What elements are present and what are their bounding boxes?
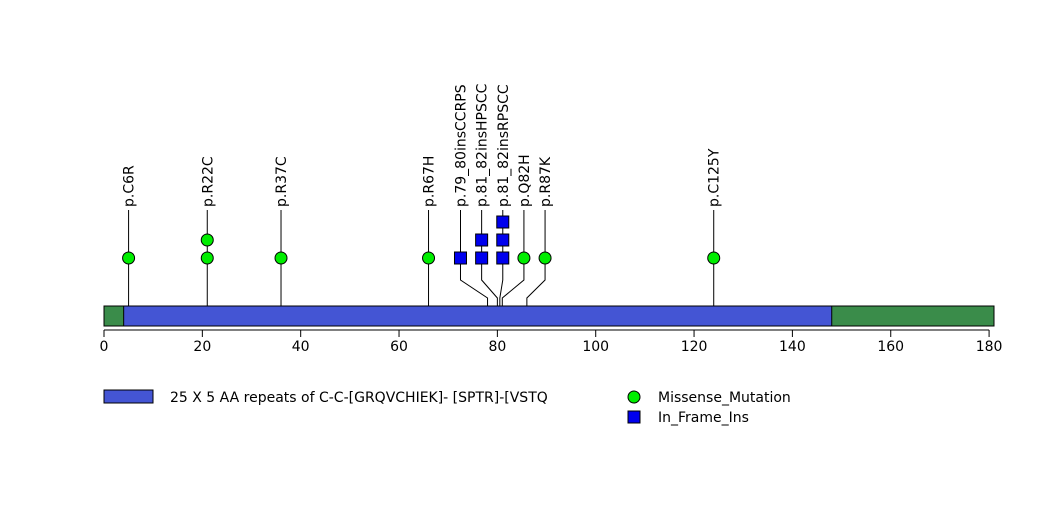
legend-in-frame-ins-symbol <box>627 410 641 424</box>
in-frame-ins-marker <box>496 251 510 265</box>
x-tick-label: 60 <box>390 339 408 355</box>
missense-marker <box>538 251 552 265</box>
missense-marker <box>274 251 288 265</box>
x-tick-label: 100 <box>582 339 609 355</box>
legend-domain-swatch <box>103 389 154 404</box>
legend-missense-symbol <box>627 390 641 404</box>
legend-entry-label: In_Frame_Ins <box>658 410 749 426</box>
mutation-label: p.81_82insRPSCC <box>496 84 512 207</box>
legend: 25 X 5 AA repeats of C-C-[GRQVCHIEK]- [S… <box>103 389 791 426</box>
missense-marker <box>200 233 214 247</box>
in-frame-ins-marker <box>496 233 510 247</box>
mutation-stem <box>501 258 525 306</box>
domain-repeats <box>123 305 833 327</box>
x-tick-label: 40 <box>292 339 310 355</box>
in-frame-ins-marker <box>496 215 510 229</box>
legend-entry-label: Missense_Mutation <box>658 390 791 406</box>
x-tick-label: 160 <box>877 339 904 355</box>
x-tick-label: 120 <box>681 339 708 355</box>
x-tick-label: 80 <box>488 339 506 355</box>
mutation-stem <box>459 258 489 306</box>
mutation-stem <box>499 222 504 306</box>
in-frame-ins-marker <box>475 251 489 265</box>
x-tick-label: 140 <box>779 339 806 355</box>
legend-domain-label: 25 X 5 AA repeats of C-C-[GRQVCHIEK]- [S… <box>170 390 548 406</box>
missense-marker <box>200 251 214 265</box>
mutation-label: p.79_80insCCRPS <box>453 84 469 207</box>
mutation-label: p.R67H <box>422 156 438 207</box>
x-tick-label: 0 <box>100 339 109 355</box>
mutation-label: p.Q82H <box>517 154 533 207</box>
mutation-label: p.C125Y <box>707 148 723 207</box>
x-axis: 0 20 40 60 80 100 120 140 160 180 <box>100 329 1003 355</box>
in-frame-ins-marker <box>475 233 489 247</box>
mutation-label: p.R37C <box>274 156 290 207</box>
mutation-label: p.R87K <box>538 156 554 207</box>
missense-marker <box>517 251 531 265</box>
missense-marker <box>707 251 721 265</box>
in-frame-ins-marker <box>453 251 467 265</box>
missense-marker <box>122 251 136 265</box>
x-tick-label: 20 <box>193 339 211 355</box>
mutation-label: p.C6R <box>122 165 138 207</box>
x-tick-label: 180 <box>976 339 1003 355</box>
mutation-label: p.81_82insHPSCC <box>475 83 491 207</box>
mutation-label: p.R22C <box>200 156 216 207</box>
missense-marker <box>422 251 436 265</box>
mutation-stem <box>526 258 546 306</box>
